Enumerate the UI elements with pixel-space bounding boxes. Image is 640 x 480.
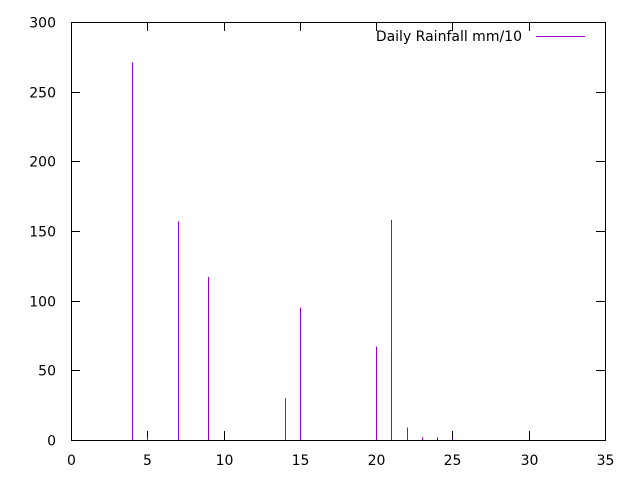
y-tick-label: 50 [38,364,56,380]
x-tick-label: 20 [368,453,386,469]
y-tick-label: 150 [29,225,56,241]
y-tick-label: 100 [29,295,56,311]
y-tick-label: 300 [29,16,56,32]
legend-label: Daily Rainfall mm/10 [376,29,522,45]
rainfall-impulses [132,62,453,440]
x-tick-label: 25 [444,453,462,469]
plot-frame [71,22,606,441]
x-tick-label: 0 [67,453,76,469]
x-axis-ticks: 0 5 10 15 20 25 30 35 [67,22,614,469]
x-tick-label: 15 [292,453,310,469]
x-tick-label: 5 [143,453,152,469]
y-tick-label: 250 [29,86,56,102]
x-tick-label: 10 [216,453,234,469]
legend: Daily Rainfall mm/10 [376,29,585,45]
y-axis-ticks: 0 50 100 150 200 250 300 [29,16,605,450]
x-tick-label: 30 [521,453,539,469]
x-tick-label: 35 [597,453,615,469]
y-tick-label: 0 [47,434,56,450]
y-tick-label: 200 [29,155,56,171]
